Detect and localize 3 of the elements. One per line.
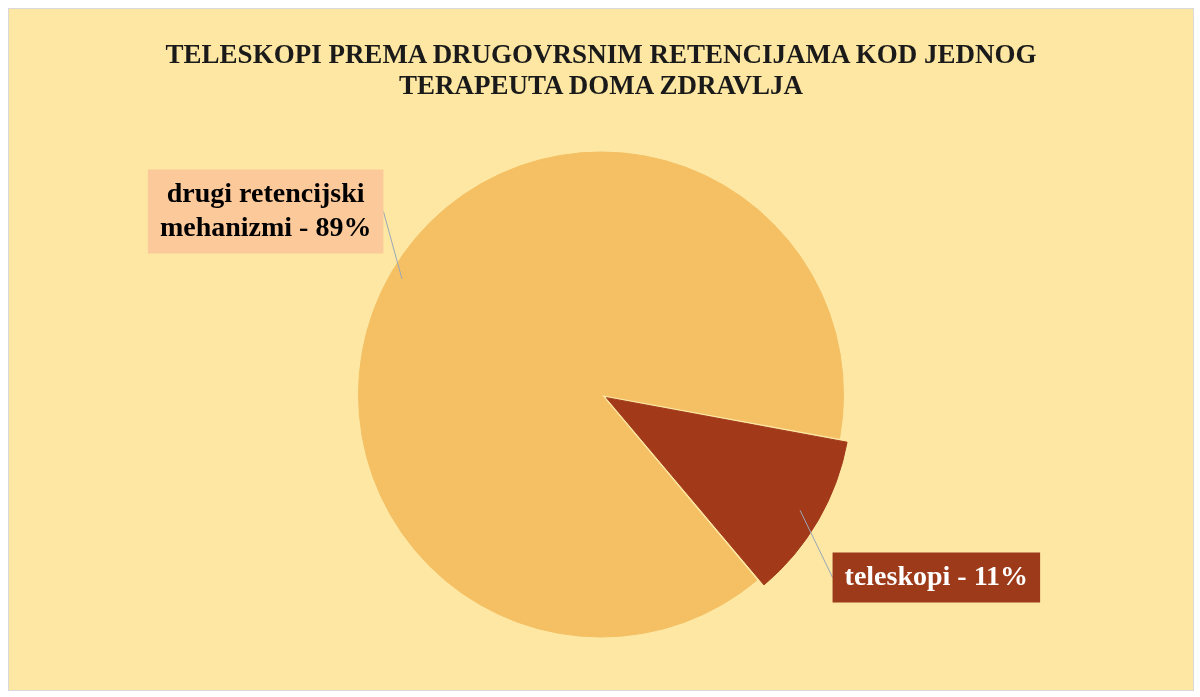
slice-label: drugi retencijski mehanizmi - 89% (159, 176, 372, 242)
slice-label: teleskopi - 11% (844, 559, 1029, 591)
chart-title: TELESKOPI PREMA DRUGOVRSNIM RETENCIJAMA KOD JEDNOG TERAPEUTA DOMA ZDRAVLJA (164, 39, 1038, 101)
